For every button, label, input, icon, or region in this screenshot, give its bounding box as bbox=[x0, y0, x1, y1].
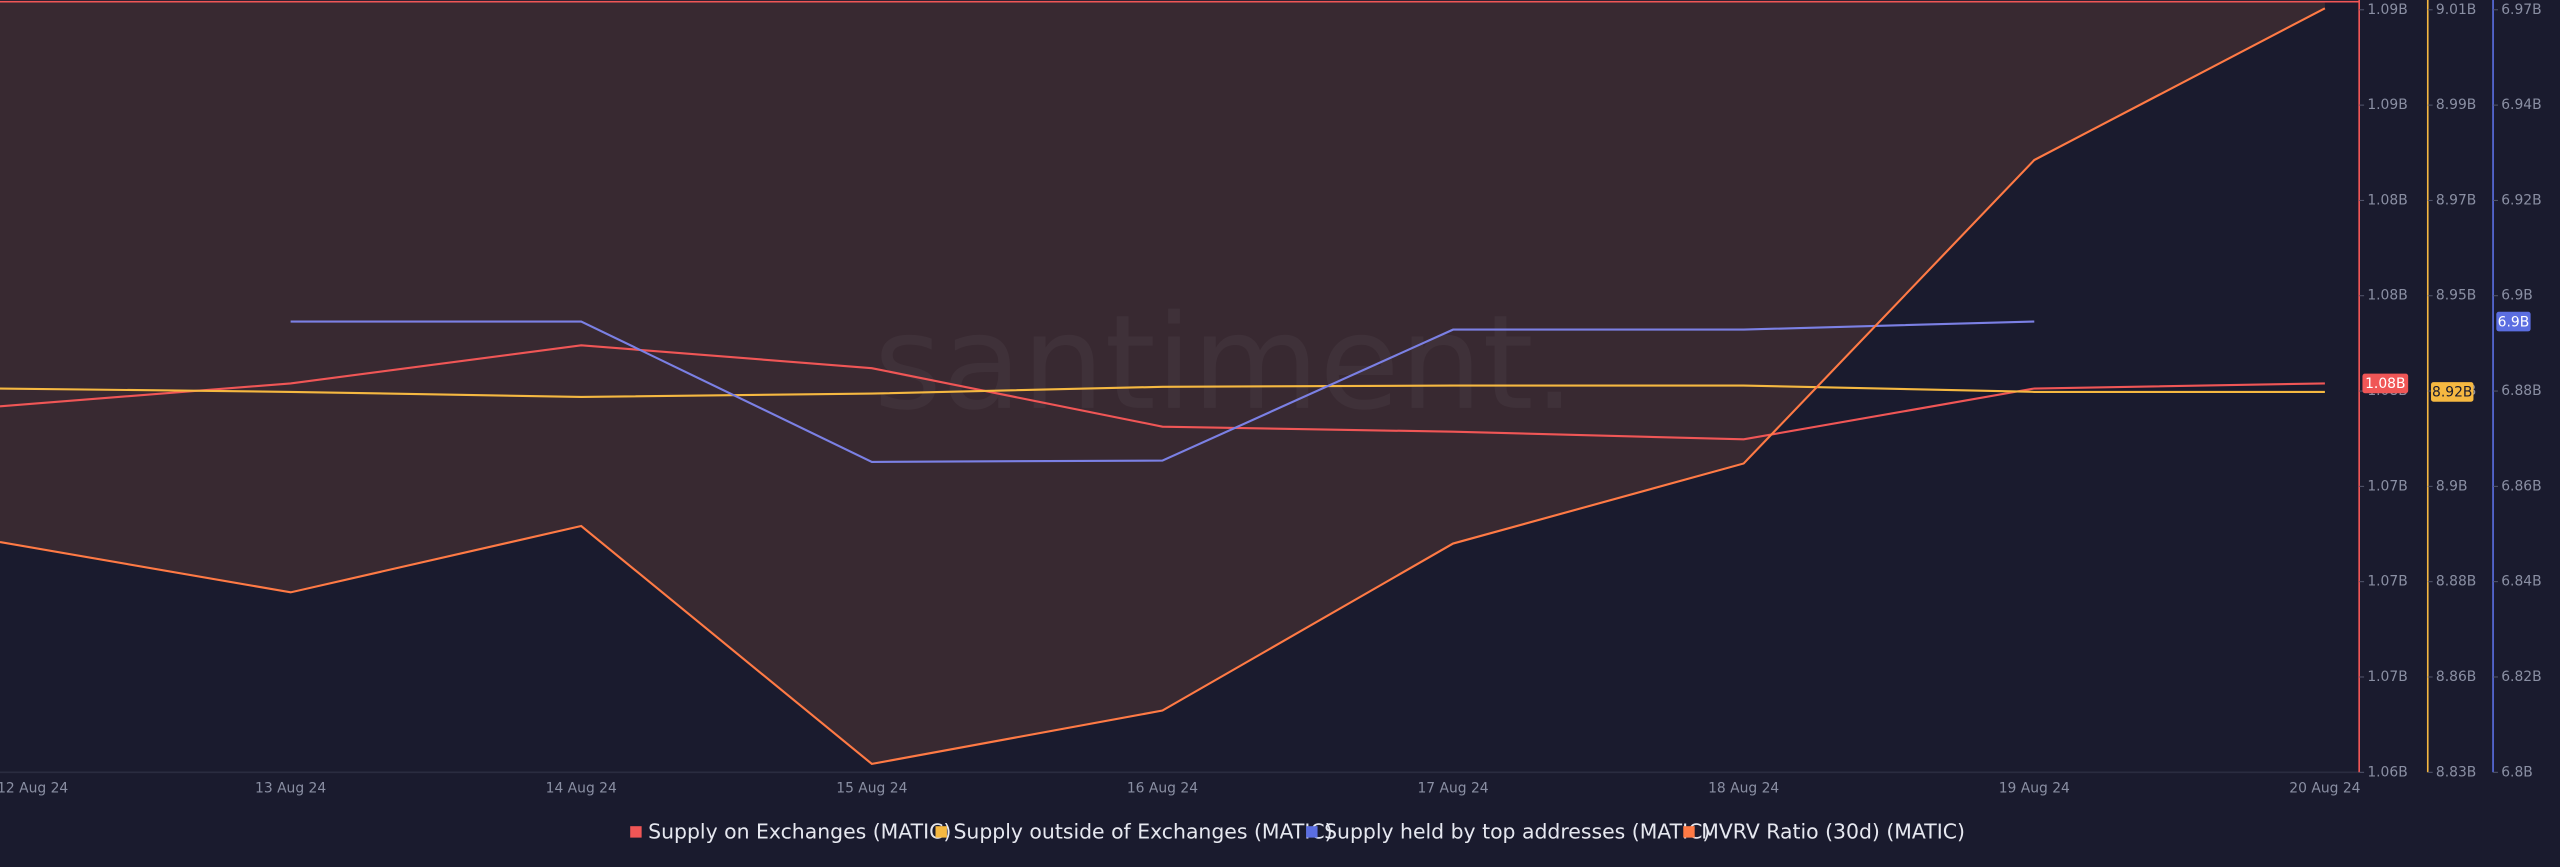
legend-label: MVRV Ratio (30d) (MATIC) bbox=[1701, 820, 1965, 844]
y2-tick-label: 9.01B bbox=[2436, 2, 2476, 18]
y-tick-label: 1.06B bbox=[2367, 764, 2407, 780]
x-tick-label: 16 Aug 24 bbox=[1127, 781, 1198, 797]
legend-swatch bbox=[1683, 826, 1695, 838]
y3-tick-label: 6.92B bbox=[2501, 192, 2541, 208]
y-tick-label: 1.08B bbox=[2367, 288, 2407, 304]
last-value-badge bbox=[2496, 311, 2531, 332]
legend-swatch bbox=[630, 826, 642, 838]
x-tick-label: 20 Aug 24 bbox=[2289, 781, 2360, 797]
x-tick-label: 17 Aug 24 bbox=[1417, 781, 1488, 797]
series-line bbox=[290, 320, 2035, 463]
y-tick-label: 1.09B bbox=[2367, 97, 2407, 113]
y-tick-label: 1.07B bbox=[2367, 669, 2407, 685]
mvrv-area bbox=[0, 1, 2325, 764]
y-tick-label: 1.08B bbox=[2367, 192, 2407, 208]
legend-swatch bbox=[935, 826, 947, 838]
y2-tick-label: 8.9B bbox=[2436, 478, 2468, 494]
legend-swatch bbox=[1306, 826, 1318, 838]
y3-tick-label: 6.94B bbox=[2501, 97, 2541, 113]
x-tick-label: 13 Aug 24 bbox=[255, 781, 326, 797]
y3-tick-label: 6.82B bbox=[2501, 669, 2541, 685]
y3-tick-label: 6.9B bbox=[2501, 288, 2533, 304]
y-tick-label: 1.07B bbox=[2367, 478, 2407, 494]
y2-tick-label: 8.99B bbox=[2436, 97, 2476, 113]
x-tick-label: 15 Aug 24 bbox=[836, 781, 907, 797]
x-tick-label: 12 Aug 24 bbox=[0, 781, 68, 797]
series-line bbox=[0, 384, 2325, 399]
watermark: santiment. bbox=[874, 287, 1575, 439]
last-value-label: 6.9B bbox=[2498, 314, 2530, 330]
y2-tick-label: 8.86B bbox=[2436, 669, 2476, 685]
y3-tick-label: 6.97B bbox=[2501, 2, 2541, 18]
y2-tick-label: 8.97B bbox=[2436, 192, 2476, 208]
y3-tick-label: 6.84B bbox=[2501, 574, 2541, 590]
y2-tick-label: 8.83B bbox=[2436, 764, 2476, 780]
legend-label: Supply held by top addresses (MATIC) bbox=[1324, 820, 1710, 844]
last-value-badge bbox=[2362, 373, 2409, 394]
y2-tick-label: 8.95B bbox=[2436, 288, 2476, 304]
legend-label: Supply outside of Exchanges (MATIC) bbox=[953, 820, 1332, 844]
y3-tick-label: 6.88B bbox=[2501, 383, 2541, 399]
x-tick-label: 19 Aug 24 bbox=[1999, 781, 2070, 797]
y-tick-label: 1.09B bbox=[2367, 2, 2407, 18]
last-value-label: 1.08B bbox=[2365, 376, 2405, 392]
series-line bbox=[0, 344, 2325, 441]
series-line bbox=[0, 7, 2326, 766]
y-tick-label: 1.07B bbox=[2367, 574, 2407, 590]
x-tick-label: 14 Aug 24 bbox=[546, 781, 617, 797]
y3-tick-label: 6.8B bbox=[2501, 764, 2533, 780]
plot-area bbox=[0, 1, 2325, 764]
y3-tick-label: 6.86B bbox=[2501, 478, 2541, 494]
y2-tick-label: 8.88B bbox=[2436, 574, 2476, 590]
last-value-badge bbox=[2431, 382, 2474, 402]
legend-label: Supply on Exchanges (MATIC) bbox=[648, 820, 951, 844]
last-value-label: 8.92B bbox=[2432, 385, 2472, 401]
x-tick-label: 18 Aug 24 bbox=[1708, 781, 1779, 797]
